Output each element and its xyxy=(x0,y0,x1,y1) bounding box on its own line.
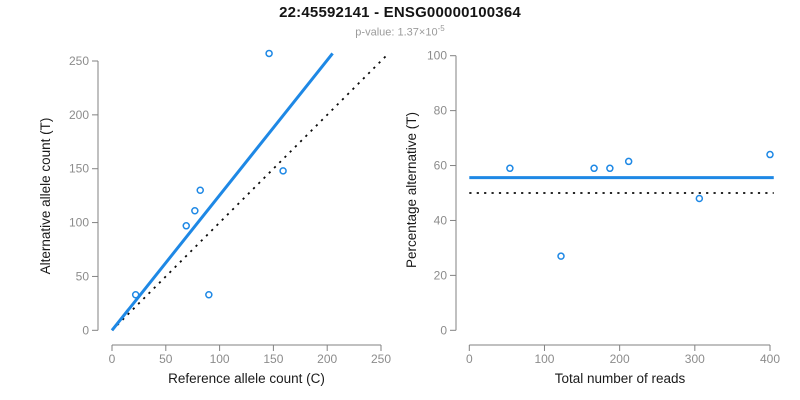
data-point xyxy=(590,164,598,173)
y-tick-label: 100 xyxy=(69,216,89,230)
x-tick-label: 100 xyxy=(210,352,230,366)
y-tick-label: 250 xyxy=(69,54,89,68)
x-tick-label: 200 xyxy=(317,352,337,366)
data-point xyxy=(279,167,287,175)
data-point xyxy=(557,252,565,260)
y-tick-label: 0 xyxy=(82,323,89,337)
data-point xyxy=(506,164,514,173)
p-value-exponent: -5 xyxy=(437,24,445,33)
data-point xyxy=(196,186,204,195)
x-axis-title: Total number of reads xyxy=(555,371,686,386)
y-axis-title: Percentage alternative (T) xyxy=(404,112,419,268)
x-tick-label: 100 xyxy=(534,352,554,366)
y-tick-label: 100 xyxy=(427,49,447,63)
x-tick-label: 0 xyxy=(466,352,473,366)
x-tick-label: 0 xyxy=(109,352,116,366)
data-point xyxy=(191,206,199,215)
data-point xyxy=(131,291,140,299)
y-tick-label: 150 xyxy=(69,162,89,176)
data-point xyxy=(205,291,213,299)
page-title: 22:45592141 - ENSG00000100364 xyxy=(279,4,521,21)
y-tick-label: 60 xyxy=(434,159,448,173)
data-point xyxy=(265,49,273,58)
p-value-text: p-value: 1.37×10 xyxy=(355,26,438,39)
y-tick-label: 200 xyxy=(69,108,89,122)
x-axis-title: Reference allele count (C) xyxy=(168,371,325,386)
data-point xyxy=(766,150,774,159)
fitted-allelic-ratio-line xyxy=(110,52,334,332)
panel-percentage-panel: 0 20 40 60 80 100 0 100 200 300 400 Total number of… xyxy=(404,49,780,386)
x-tick-label: 200 xyxy=(610,352,630,366)
y-axis-title: Alternative allele count (T) xyxy=(38,118,53,275)
data-point xyxy=(606,164,614,173)
data-point xyxy=(182,222,190,230)
x-tick-label: 150 xyxy=(263,352,283,366)
x-tick-label: 400 xyxy=(760,352,780,366)
x-tick-label: 300 xyxy=(685,352,705,366)
data-point xyxy=(695,194,704,203)
y-tick-label: 20 xyxy=(434,268,448,282)
y-tick-label: 80 xyxy=(434,104,448,118)
y-tick-label: 0 xyxy=(440,323,447,337)
y-tick-label: 50 xyxy=(76,269,90,283)
x-tick-label: 250 xyxy=(371,352,391,366)
x-tick-label: 50 xyxy=(159,352,173,366)
p-value-subtitle: p-value: 1.37×10-5 xyxy=(0,24,800,39)
data-point xyxy=(624,157,633,166)
y-tick-label: 40 xyxy=(434,213,448,227)
panel-allele-counts-panel: 0 50 100 150 200 250 0 50 100 150 200 250 Reference … xyxy=(38,49,391,386)
identity-line xyxy=(111,53,389,331)
